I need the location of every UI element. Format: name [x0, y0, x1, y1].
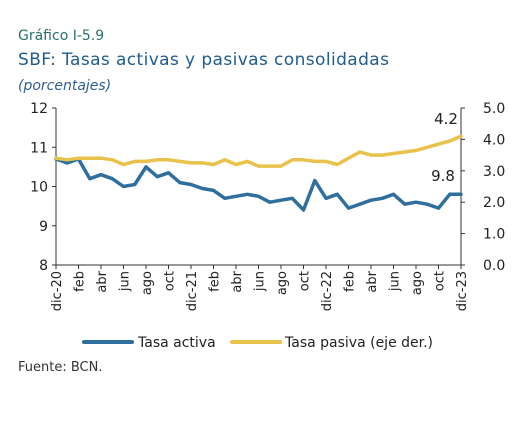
y-left-tick-label: 10	[30, 180, 48, 196]
x-tick-label: abr	[365, 270, 380, 292]
x-tick-label: jun	[118, 271, 133, 292]
source-note: Fuente: BCN.	[18, 360, 103, 375]
figure-label: Gráfico I-5.9	[18, 28, 105, 44]
x-tick-label: dic-23	[455, 271, 470, 311]
y-left-tick-label: 9	[39, 219, 48, 235]
x-tick-label: feb	[343, 271, 358, 292]
y-left-tick-label: 12	[30, 101, 48, 117]
x-tick-label: ago	[275, 271, 290, 295]
x-tick-label: jun	[388, 271, 403, 292]
x-tick-label: abr	[230, 270, 245, 292]
x-tick-label: feb	[208, 271, 223, 292]
x-tick-label: dic-22	[320, 271, 335, 311]
annotation-pasiva-last: 4.2	[434, 110, 458, 128]
series-line-tasa-activa	[54, 157, 463, 212]
x-tick-label: ago	[140, 271, 155, 295]
chart-title: SBF: Tasas activas y pasivas consolidada…	[18, 50, 390, 70]
annotation-activa-last: 9.8	[431, 167, 455, 185]
x-tick-label: feb	[73, 271, 88, 292]
x-tick-label: oct	[433, 271, 448, 291]
y-right-tick-label: 3.0	[483, 164, 505, 180]
y-right-tick-label: 2.0	[483, 195, 505, 211]
y-left-tick-label: 11	[30, 140, 48, 156]
y-right-tick-label: 4.0	[483, 132, 505, 148]
y-right-tick-label: 1.0	[483, 227, 505, 243]
legend-label-tasa-activa: Tasa activa	[137, 335, 216, 351]
x-tick-label: jun	[253, 271, 268, 292]
x-tick-label: dic-21	[185, 271, 200, 311]
x-tick-label: abr	[95, 270, 110, 292]
x-tick-label: oct	[298, 271, 313, 291]
y-right-tick-label: 5.0	[483, 101, 505, 117]
y-right-tick-label: 0.0	[483, 258, 505, 274]
x-tick-label: ago	[410, 271, 425, 295]
x-tick-label: dic-20	[50, 271, 65, 311]
x-tick-label: oct	[163, 271, 178, 291]
y-left-tick-label: 8	[39, 258, 48, 274]
chart-subtitle: (porcentajes)	[18, 78, 112, 94]
legend-label-tasa-pasiva: Tasa pasiva (eje der.)	[284, 335, 433, 351]
series-line-tasa-pasiva	[54, 134, 463, 168]
